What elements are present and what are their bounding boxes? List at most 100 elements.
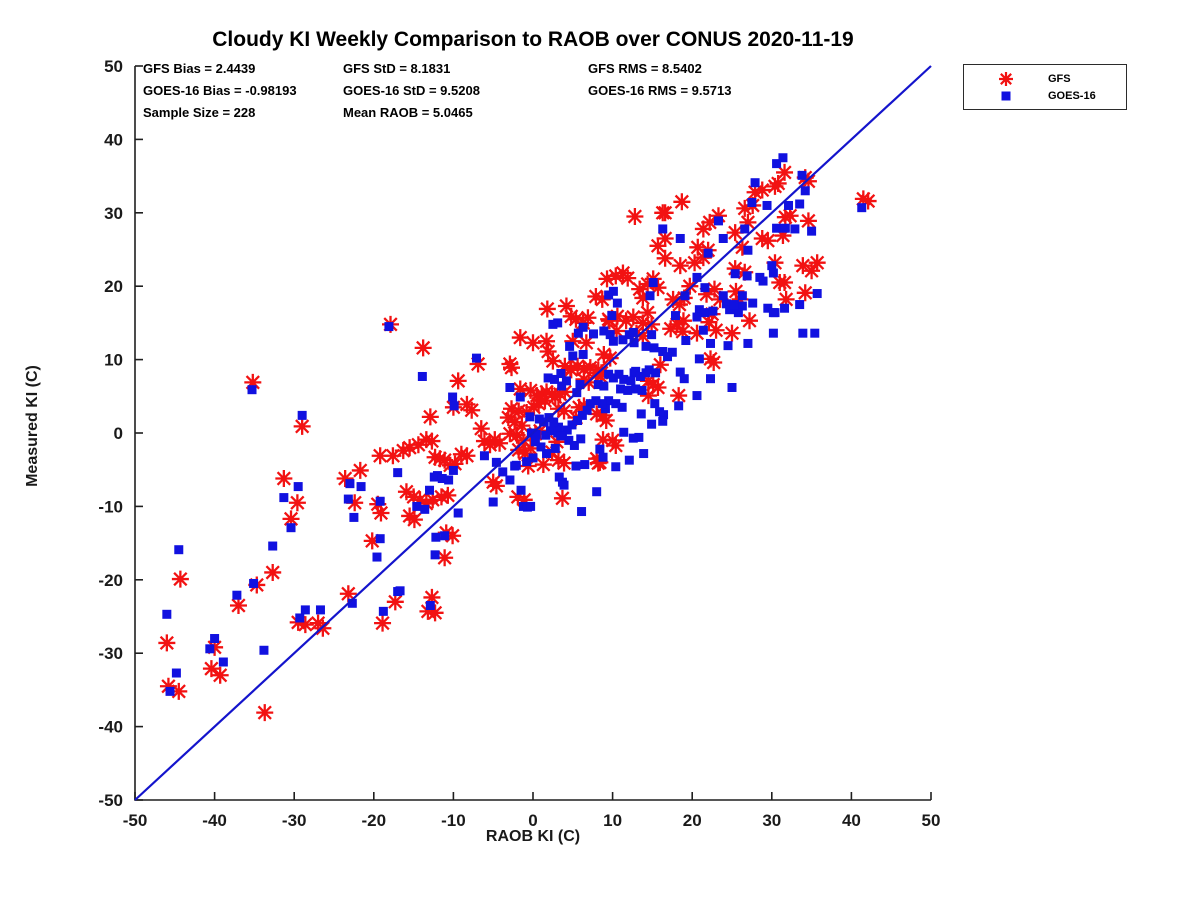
goes16-point — [430, 550, 440, 560]
gfs-point — [170, 682, 188, 700]
goes16-point — [607, 311, 617, 321]
gfs-point — [503, 400, 521, 418]
x-tick-label: 50 — [922, 811, 941, 830]
goes16-point — [727, 382, 737, 392]
goes16-point — [516, 485, 526, 495]
goes16-point — [375, 534, 385, 544]
gfs-point — [446, 455, 464, 473]
gfs-point — [668, 315, 686, 333]
goes16-point — [698, 325, 708, 335]
goes16-point — [670, 311, 680, 321]
gfs-point — [533, 385, 551, 403]
gfs-point — [776, 208, 794, 226]
gfs-point — [452, 445, 470, 463]
gfs-point — [654, 204, 672, 222]
goes16-point — [611, 462, 621, 472]
gfs-point — [282, 510, 300, 528]
gfs-point — [562, 307, 580, 325]
legend-label-gfs: GFS — [1048, 72, 1071, 85]
goes16-point — [663, 352, 673, 362]
goes16-point — [595, 444, 605, 454]
goes16-point — [573, 328, 583, 338]
x-tick-label: -10 — [441, 811, 466, 830]
gfs-point — [777, 290, 795, 308]
goes16-point — [249, 578, 259, 588]
gfs-point — [634, 327, 652, 345]
gfs-point — [575, 360, 593, 378]
legend-row-gfs: GFS — [964, 70, 1126, 87]
gfs-point — [534, 456, 552, 474]
goes16-square-icon — [964, 88, 1048, 104]
goes16-point — [425, 600, 435, 610]
gfs-point — [510, 402, 528, 420]
goes16-point — [694, 305, 704, 315]
goes16-point — [525, 412, 535, 422]
goes16-point — [347, 598, 357, 608]
goes16-point — [737, 291, 747, 301]
goes16-point — [658, 224, 668, 234]
goes16-point — [588, 329, 598, 339]
goes16-point — [515, 392, 525, 402]
gfs-point — [536, 392, 554, 410]
goes16-point — [300, 605, 310, 615]
gfs-point — [649, 279, 667, 297]
x-tick-label: -30 — [282, 811, 307, 830]
gfs-point — [472, 420, 490, 438]
gfs-point — [426, 604, 444, 622]
gfs-point — [293, 417, 311, 435]
stat-goes-rms: GOES-16 RMS = 9.5713 — [588, 83, 732, 98]
y-tick-label: 50 — [104, 57, 123, 76]
gfs-point — [264, 563, 282, 581]
x-tick-label: -40 — [202, 811, 227, 830]
goes16-point — [641, 368, 651, 378]
goes16-point — [614, 369, 624, 379]
gfs-point — [598, 270, 616, 288]
gfs-point — [781, 207, 799, 225]
gfs-point — [414, 339, 432, 357]
goes16-point — [681, 336, 691, 346]
goes16-point — [750, 178, 760, 188]
goes16-point — [286, 523, 296, 533]
gfs-point — [766, 177, 784, 195]
gfs-point — [475, 432, 493, 450]
gfs-point — [431, 450, 449, 468]
gfs-point — [707, 321, 725, 339]
gfs-point — [701, 213, 719, 231]
goes16-point — [162, 609, 172, 619]
goes16-point — [772, 159, 782, 169]
goes16-point — [797, 170, 807, 180]
goes16-point — [431, 532, 441, 542]
gfs-point — [753, 229, 771, 247]
gfs-point — [859, 192, 877, 210]
legend-row-goes16: GOES-16 — [964, 87, 1126, 104]
gfs-point — [726, 260, 744, 278]
identity-line — [134, 65, 932, 801]
gfs-point — [549, 451, 567, 469]
goes16-point — [655, 407, 665, 417]
stat-gfs-rms: GFS RMS = 8.5402 — [588, 61, 702, 76]
gfs-point — [649, 378, 667, 396]
y-tick-label: -50 — [98, 791, 123, 810]
goes16-point — [647, 330, 657, 340]
goes16-point — [798, 328, 808, 338]
gfs-point — [426, 448, 444, 466]
gfs-point — [634, 289, 652, 307]
goes16-point — [608, 336, 618, 346]
gfs-point — [651, 356, 669, 374]
gfs-point — [419, 602, 437, 620]
goes16-point — [762, 200, 772, 210]
goes16-point — [505, 382, 515, 392]
goes16-point — [593, 380, 603, 390]
gfs-point — [726, 224, 744, 242]
y-tick-label: 0 — [114, 424, 123, 443]
stat-mean-raob: Mean RAOB = 5.0465 — [343, 105, 473, 120]
gfs-point — [374, 614, 392, 632]
goes16-point — [730, 269, 740, 279]
goes16-point — [550, 443, 560, 453]
goes16-point — [680, 291, 690, 301]
gfs-point — [409, 436, 427, 454]
goes16-point — [700, 283, 710, 293]
stat-goes-std: GOES-16 StD = 9.5208 — [343, 83, 480, 98]
goes16-point — [703, 248, 713, 258]
